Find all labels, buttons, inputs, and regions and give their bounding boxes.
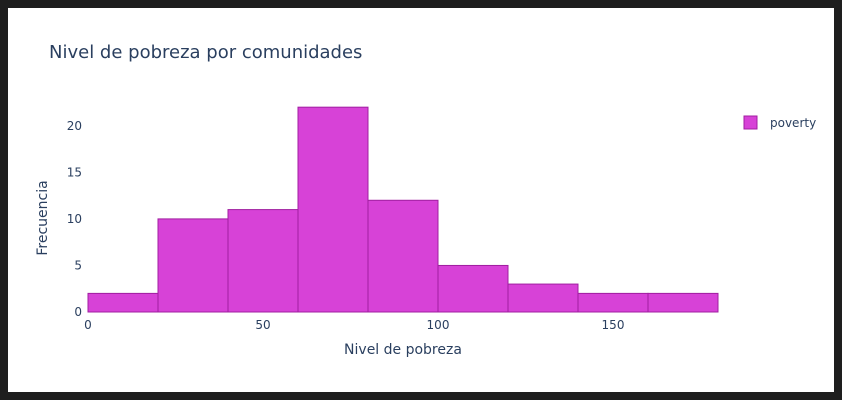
bars-group xyxy=(87,106,719,313)
chart-frame: Nivel de pobreza por comunidades 0 5 10 15 2… xyxy=(8,8,834,392)
histogram-bar-5[interactable] xyxy=(437,264,509,313)
y-tick-label: 0 xyxy=(74,305,82,319)
x-tick-label: 150 xyxy=(602,318,625,332)
x-tick-label: 50 xyxy=(255,318,270,332)
y-tick-label: 5 xyxy=(74,258,82,272)
x-axis-title: Nivel de pobreza xyxy=(344,342,462,358)
histogram-bar-8[interactable] xyxy=(647,292,719,313)
histogram-bar-2[interactable] xyxy=(227,209,299,313)
x-ticks: 0 50 100 150 xyxy=(84,318,624,332)
legend-swatch[interactable] xyxy=(743,115,758,130)
histogram-bar-6[interactable] xyxy=(507,283,579,313)
y-tick-label: 10 xyxy=(67,212,82,226)
histogram-bar-4[interactable] xyxy=(367,199,439,313)
x-tick-label: 100 xyxy=(427,318,450,332)
histogram-bar-7[interactable] xyxy=(577,292,649,313)
y-tick-label: 20 xyxy=(67,119,82,133)
x-tick-label: 0 xyxy=(84,318,92,332)
histogram-bar-0[interactable] xyxy=(87,292,159,313)
histogram-bar-3[interactable] xyxy=(297,106,369,313)
y-ticks: 0 5 10 15 20 xyxy=(67,119,82,319)
histogram-bar-1[interactable] xyxy=(157,218,229,313)
histogram-chart: Nivel de pobreza por comunidades 0 5 10 15 2… xyxy=(35,42,816,358)
chart-title: Nivel de pobreza por comunidades xyxy=(49,42,362,63)
legend-label[interactable]: poverty xyxy=(770,116,816,130)
legend[interactable]: poverty xyxy=(743,115,816,130)
y-axis-title: Frecuencia xyxy=(35,180,51,255)
y-tick-label: 15 xyxy=(67,165,82,179)
